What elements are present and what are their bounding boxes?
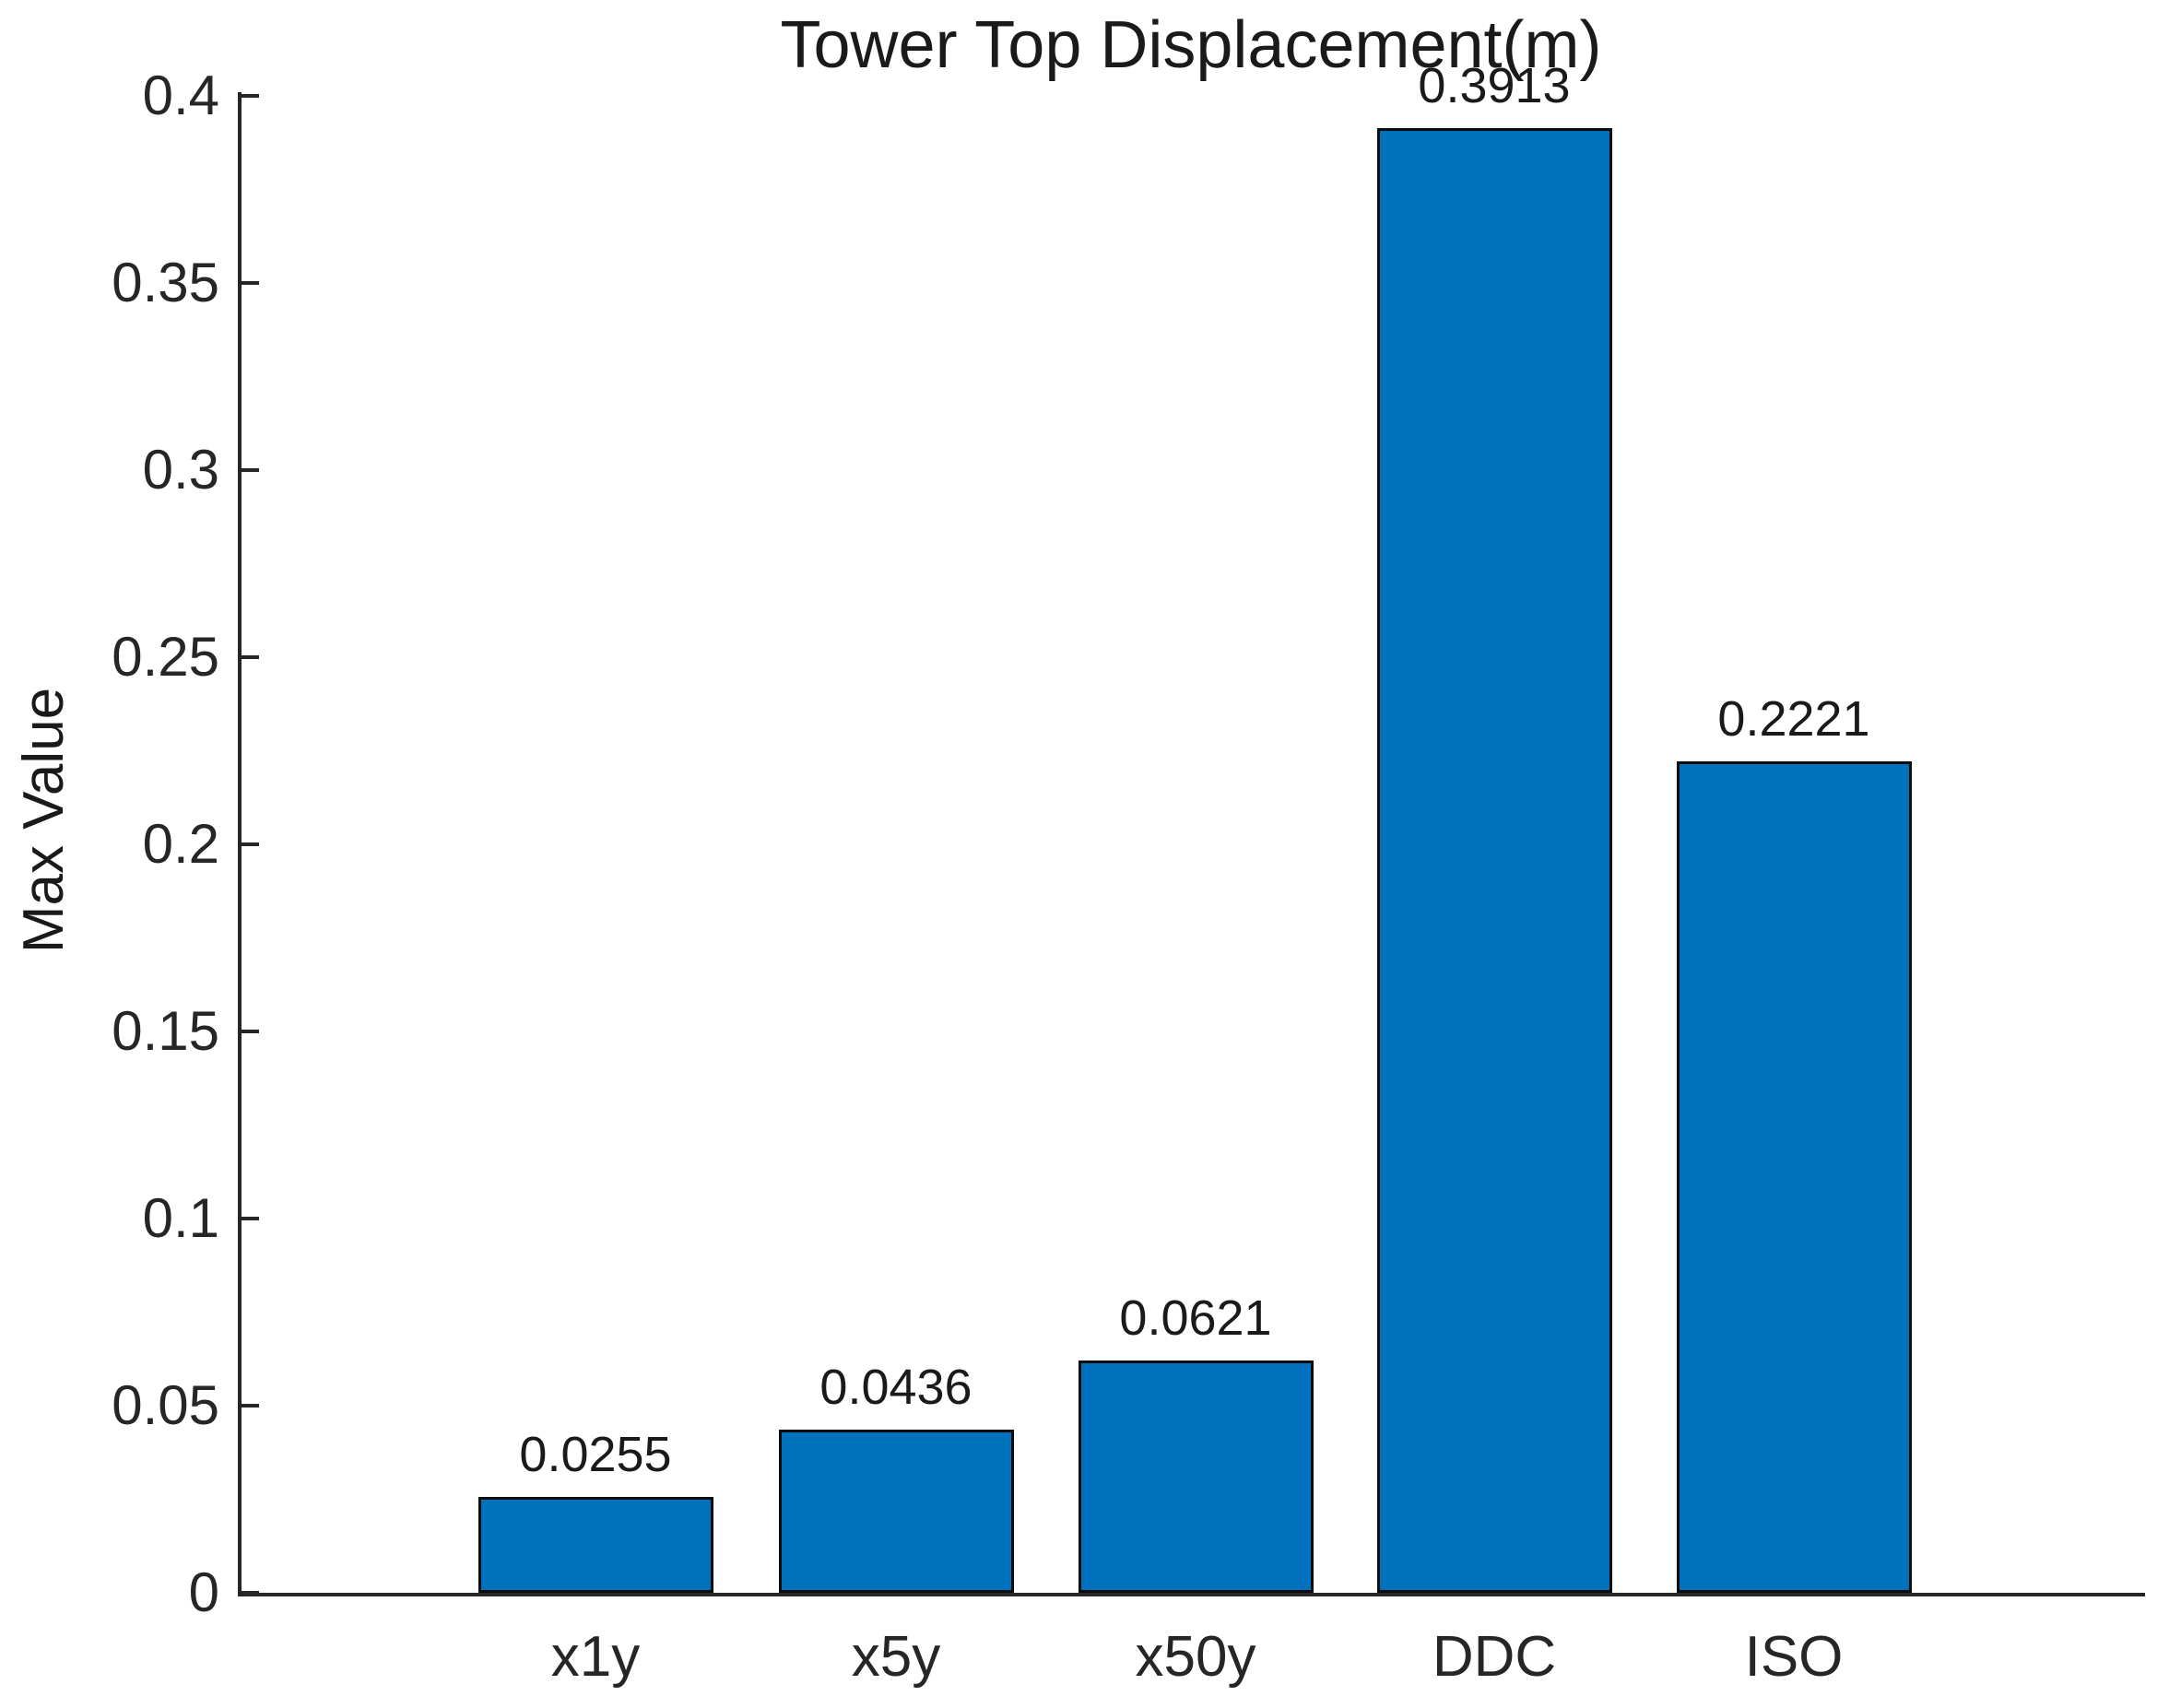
chart-title: Tower Top Displacement(m) bbox=[780, 8, 1602, 82]
y-tick-0.3 bbox=[242, 468, 259, 472]
y-tick-label-0.4: 0.4 bbox=[142, 65, 219, 126]
y-tick-label-0.3: 0.3 bbox=[142, 439, 219, 501]
x-tick-label-x50y: x50y bbox=[1135, 1625, 1256, 1689]
y-tick-label-0.2: 0.2 bbox=[142, 813, 219, 875]
y-axis-line bbox=[238, 92, 242, 1596]
bar-x5y bbox=[778, 1429, 1014, 1593]
y-tick-label-0: 0 bbox=[188, 1561, 219, 1623]
bar-value-label-x50y: 0.0621 bbox=[1119, 1290, 1272, 1346]
bar-value-label-DDC: 0.3913 bbox=[1418, 58, 1571, 114]
y-tick-0 bbox=[242, 1591, 259, 1595]
y-tick-0.35 bbox=[242, 281, 259, 285]
y-tick-0.2 bbox=[242, 842, 259, 846]
bar-x50y bbox=[1078, 1360, 1314, 1593]
y-tick-label-0.15: 0.15 bbox=[112, 1000, 219, 1062]
y-tick-label-0.1: 0.1 bbox=[142, 1187, 219, 1249]
y-tick-0.25 bbox=[242, 655, 259, 659]
y-tick-0.1 bbox=[242, 1217, 259, 1220]
bar-x1y bbox=[477, 1497, 713, 1593]
bar-value-label-ISO: 0.2221 bbox=[1717, 691, 1870, 748]
bar-value-label-x1y: 0.0255 bbox=[519, 1427, 672, 1483]
x-tick-label-x1y: x1y bbox=[550, 1625, 641, 1689]
x-tick-label-x5y: x5y bbox=[851, 1625, 941, 1689]
y-tick-label-0.05: 0.05 bbox=[112, 1374, 219, 1436]
bar-ISO bbox=[1676, 761, 1912, 1593]
bar-DDC bbox=[1376, 128, 1612, 1593]
x-tick-label-DDC: DDC bbox=[1432, 1625, 1557, 1689]
y-tick-0.4 bbox=[242, 94, 259, 98]
x-axis-line bbox=[238, 1593, 2145, 1596]
y-tick-label-0.25: 0.25 bbox=[112, 626, 219, 688]
x-tick-label-ISO: ISO bbox=[1744, 1625, 1844, 1689]
y-tick-0.05 bbox=[242, 1404, 259, 1408]
bar-value-label-x5y: 0.0436 bbox=[819, 1359, 973, 1415]
y-tick-label-0.35: 0.35 bbox=[112, 252, 219, 313]
y-tick-0.15 bbox=[242, 1030, 259, 1033]
